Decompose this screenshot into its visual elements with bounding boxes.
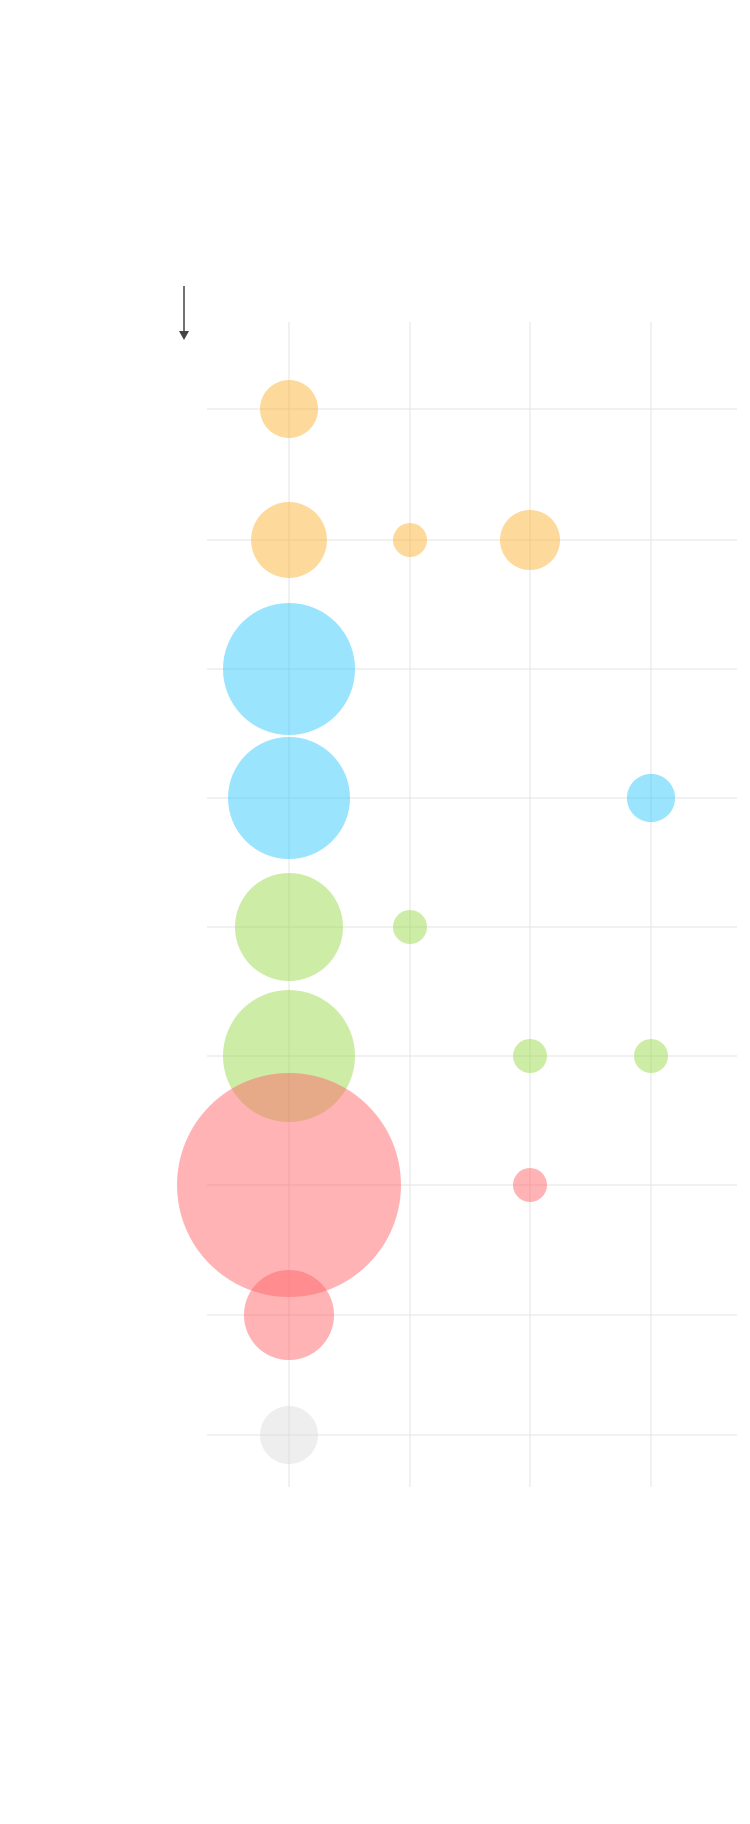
bubble-orange xyxy=(251,502,327,578)
bubble-blue xyxy=(228,737,350,859)
bubble-red xyxy=(177,1073,401,1297)
bubble-red xyxy=(512,1167,548,1203)
bubble-blue xyxy=(222,602,356,736)
bubble-green xyxy=(234,872,344,982)
bubble-green xyxy=(392,909,428,945)
bubble-gray xyxy=(260,1406,318,1464)
bubble-green xyxy=(512,1038,548,1074)
bubble-green xyxy=(633,1038,669,1074)
bubble-red xyxy=(243,1269,335,1361)
bubble-blue xyxy=(626,773,676,823)
bubble-orange xyxy=(500,510,560,570)
bubbles xyxy=(177,380,676,1464)
bubble-orange xyxy=(392,522,428,558)
bubble-orange xyxy=(260,380,318,438)
arrow-down-icon xyxy=(179,286,189,340)
